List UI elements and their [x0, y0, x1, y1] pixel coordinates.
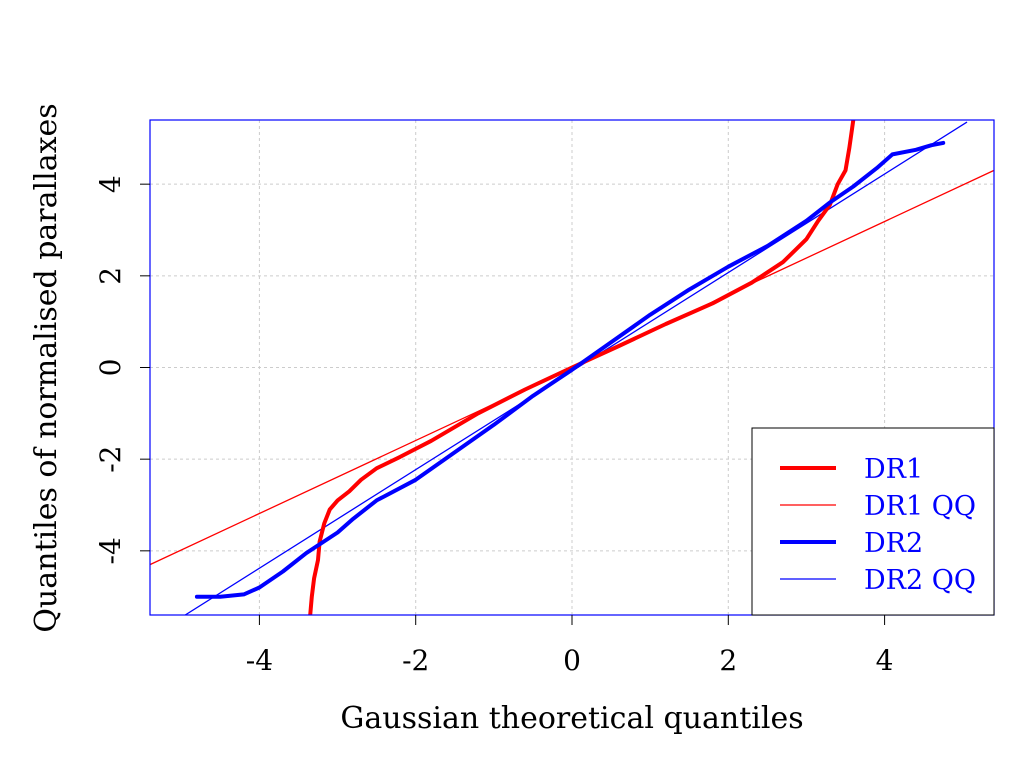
legend-box	[751, 427, 995, 616]
series-dr1	[308, 120, 856, 615]
y-tick-label: -4	[94, 537, 127, 564]
y-tick-label: 0	[94, 359, 127, 377]
x-tick-label: 2	[719, 644, 737, 677]
legend-label: DR2	[864, 528, 923, 559]
legend-label: DR1	[864, 454, 923, 485]
y-axis-label: Quantiles of normalised parallaxes	[29, 103, 64, 632]
series-dr2	[194, 140, 946, 599]
y-tick-label: 4	[94, 175, 127, 193]
legend-label: DR2 QQ	[864, 565, 976, 596]
x-tick-label: -2	[402, 644, 429, 677]
axis-ticks: -4 -2 0 2 4 -4 -2 0 2 4	[94, 175, 894, 677]
legend-label: DR1 QQ	[864, 491, 976, 522]
y-tick-label: 2	[94, 267, 127, 285]
series-layer	[150, 120, 994, 615]
x-tick-label: -4	[246, 644, 273, 677]
y-tick-label: -2	[94, 446, 127, 473]
x-axis-label: Gaussian theoretical quantiles	[340, 701, 803, 736]
x-tick-label: 4	[876, 644, 894, 677]
x-tick-label: 0	[563, 644, 581, 677]
legend: DR1 DR1 QQ DR2 DR2 QQ	[751, 427, 995, 616]
